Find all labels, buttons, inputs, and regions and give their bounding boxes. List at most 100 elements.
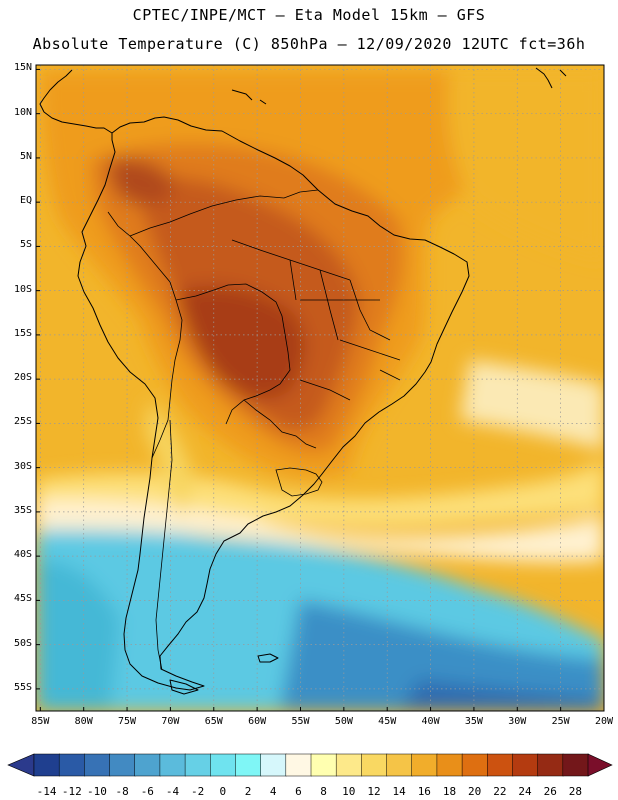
lat-label: 10S: [13, 283, 32, 295]
lat-label: 45S: [13, 593, 32, 605]
colorbar-label: 8: [320, 785, 327, 798]
lon-label: 30W: [508, 716, 527, 727]
lon-label: 60W: [248, 716, 267, 727]
lon-label: 80W: [74, 716, 93, 727]
border-brazil-west: [175, 283, 291, 425]
lat-label: 30S: [13, 460, 32, 472]
field-hot-north: [109, 158, 175, 205]
coastline: [39, 67, 567, 695]
border-brazil-states: [231, 239, 401, 401]
border-uruguay: [275, 467, 323, 497]
lon-label: 85W: [31, 716, 50, 727]
colorbar: [7, 753, 613, 777]
colorbar-segment: [335, 753, 363, 777]
colorbar-label: 4: [269, 785, 277, 798]
lon-label: 45W: [378, 716, 397, 727]
axis-ticks: [36, 68, 605, 711]
colorbar-label: 6: [295, 785, 302, 798]
central-america-coast: [39, 69, 113, 134]
colorbar-label: -8: [115, 785, 129, 798]
lat-label: 35S: [13, 504, 32, 516]
south-america-coast: [77, 116, 470, 691]
colorbar-segment: [260, 753, 287, 777]
colorbar-segment: [33, 753, 60, 777]
lat-label: 15N: [13, 62, 32, 74]
colorbar-label: 24: [518, 785, 532, 798]
colorbar-label: 22: [493, 785, 507, 798]
lon-label: 40W: [421, 716, 440, 727]
field-cream-band: [36, 498, 604, 563]
colorbar-label: 18: [442, 785, 457, 798]
lat-label: 5S: [19, 239, 32, 251]
border-argentina-chile: [155, 419, 173, 671]
lon-label: 35W: [464, 716, 483, 727]
field-hot-core: [180, 286, 305, 399]
colorbar-extend-over: [587, 753, 613, 777]
colorbar-label: 0: [219, 785, 227, 798]
colorbar-label: 12: [367, 785, 381, 798]
colorbar-label: 20: [468, 785, 482, 798]
colorbar-label: 10: [342, 785, 356, 798]
caribbean-islands: [231, 67, 567, 105]
colorbar-extend-under: [7, 753, 35, 777]
colorbar-segment: [562, 753, 589, 777]
chart-title-line1: CPTEC/INPE/MCT – Eta Model 15km – GFS: [132, 6, 486, 24]
colorbar-segment: [84, 753, 111, 777]
lon-label: 65W: [204, 716, 223, 727]
lon-label: 50W: [334, 716, 353, 727]
lat-label: 25S: [13, 416, 32, 428]
chart-title-line2: Absolute Temperature (C) 850hPa – 12/09/…: [32, 35, 586, 53]
colorbar-segment: [285, 753, 312, 777]
lat-label: 40S: [13, 549, 32, 561]
lat-label: 20S: [13, 372, 32, 384]
colorbar-segment: [159, 753, 186, 777]
colorbar-segment: [512, 753, 539, 777]
colorbar-label: 26: [543, 785, 557, 798]
border-paraguay: [243, 399, 317, 449]
colorbar-segment: [411, 753, 438, 777]
lat-lon-grid: [36, 65, 604, 711]
country-borders: [107, 189, 401, 671]
field-golden-ne: [448, 70, 604, 260]
lon-label: 20W: [594, 716, 614, 727]
colorbar-label: 16: [417, 785, 431, 798]
colorbar-label: -2: [191, 785, 205, 798]
field-east-pale: [460, 360, 604, 450]
colorbar-label: 28: [568, 785, 583, 798]
colorbar-segment: [461, 753, 489, 777]
colorbar-label: -6: [140, 785, 154, 798]
colorbar-segment: [386, 753, 413, 777]
border-andes: [107, 211, 183, 459]
colorbar-segment: [537, 753, 564, 777]
colorbar-label: -12: [61, 785, 82, 798]
colorbar-label: 2: [244, 785, 252, 798]
tierra-del-fuego: [169, 679, 199, 695]
colorbar-segment: [235, 753, 262, 777]
lat-label: 55S: [13, 681, 32, 693]
colorbar-label: 14: [392, 785, 406, 798]
colorbar-label: -14: [36, 785, 57, 798]
lat-label: 5N: [19, 150, 32, 162]
lat-label: 15S: [13, 327, 32, 339]
lon-label: 70W: [161, 716, 180, 727]
map-frame: [35, 64, 605, 712]
lon-label: 25W: [551, 716, 570, 727]
colorbar-label: -4: [165, 785, 180, 798]
field-andes-cool: [145, 400, 195, 520]
colorbar-segment: [487, 753, 514, 777]
colorbar-segment: [361, 753, 388, 777]
lat-label: 10N: [13, 106, 32, 118]
colorbar-segment: [184, 753, 212, 777]
lat-label: 50S: [13, 637, 32, 649]
field-cold-deep: [280, 600, 604, 711]
temperature-field: [36, 65, 604, 711]
lon-label: 75W: [118, 716, 137, 727]
colorbar-segment: [310, 753, 337, 777]
colorbar-segment: [58, 753, 86, 777]
colorbar-label: -10: [87, 785, 107, 798]
malvinas: [257, 653, 279, 663]
colorbar-segment: [436, 753, 463, 777]
field-teal-west: [36, 560, 120, 711]
colorbar-segment: [210, 753, 237, 777]
